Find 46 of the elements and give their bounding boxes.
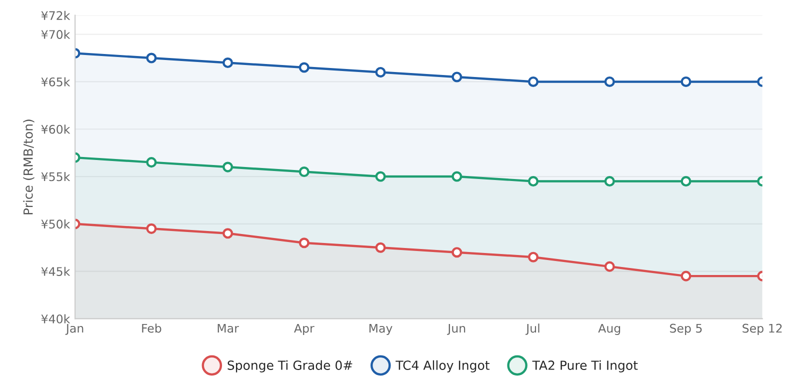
x-tick-label: Jul bbox=[526, 324, 540, 335]
y-tick-label: ¥60k bbox=[41, 124, 70, 134]
y-tick-label: ¥65k bbox=[41, 77, 70, 86]
x-tick-label: Sep 12 bbox=[742, 324, 782, 336]
y-tick-label: ¥45k bbox=[41, 266, 70, 276]
x-tick-label: Jun bbox=[447, 324, 466, 335]
x-tick-label: Feb bbox=[142, 324, 162, 333]
y-tick-label: ¥50k bbox=[41, 219, 70, 229]
legend-label: TA2 Pure Ti Ingot bbox=[532, 360, 638, 372]
x-tick-label: Apr bbox=[294, 324, 314, 336]
y-tick-label: ¥70k bbox=[41, 30, 70, 39]
x-tick-label: Sep 5 bbox=[670, 324, 702, 336]
point bbox=[680, 176, 692, 187]
point bbox=[528, 252, 539, 262]
point bbox=[298, 166, 310, 178]
legend-label: TC4 Alloy Ingot bbox=[396, 360, 490, 372]
point bbox=[604, 176, 615, 187]
point bbox=[452, 72, 462, 82]
point bbox=[528, 76, 539, 87]
point bbox=[375, 242, 386, 253]
legend-label: Sponge Ti Grade 0# bbox=[228, 360, 352, 372]
y-tick-label: ¥55k bbox=[41, 172, 70, 182]
point bbox=[452, 247, 462, 258]
point bbox=[298, 62, 310, 73]
point bbox=[680, 76, 692, 87]
point bbox=[222, 162, 234, 172]
point bbox=[146, 52, 157, 64]
point bbox=[528, 176, 539, 187]
x-tick-label: Mar bbox=[218, 324, 239, 333]
point bbox=[146, 157, 157, 168]
y-axis-title: Price (RMB/ton) bbox=[23, 120, 34, 214]
x-tick-label: Aug bbox=[598, 324, 620, 336]
x-tick-label: May bbox=[369, 324, 392, 336]
point bbox=[375, 171, 386, 182]
point bbox=[452, 171, 462, 182]
point bbox=[222, 228, 234, 239]
point bbox=[222, 57, 234, 68]
point bbox=[604, 76, 615, 87]
point bbox=[680, 270, 692, 282]
y-tick-label: ¥40k bbox=[41, 314, 70, 324]
x-tick-label: Jan bbox=[65, 324, 84, 335]
point bbox=[604, 261, 615, 272]
point bbox=[298, 238, 310, 248]
point bbox=[375, 66, 386, 78]
point bbox=[146, 223, 157, 234]
y-tick-label: ¥72k bbox=[41, 10, 70, 20]
